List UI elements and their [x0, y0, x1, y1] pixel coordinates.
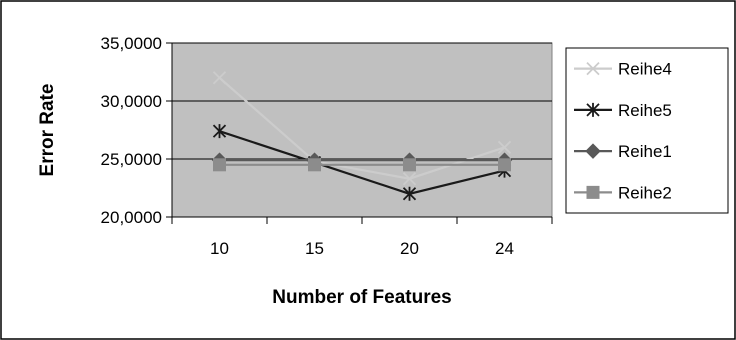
- y-tick-label: 25,0000: [101, 150, 162, 169]
- data-point: [403, 158, 416, 172]
- axes: 20,0000 25,0000 30,0000 35,0000 10 15 20 24: [101, 34, 553, 258]
- data-point: [212, 124, 227, 139]
- legend-label: Reihe1: [618, 142, 672, 161]
- legend-label: Reihe5: [618, 101, 672, 120]
- y-axis-title: Error Rate: [37, 84, 58, 177]
- legend-item: Reihe4: [574, 60, 672, 79]
- x-tick-label: 24: [495, 239, 514, 258]
- legend-marker: [586, 61, 600, 76]
- data-point: [402, 172, 417, 186]
- series-line: [219, 130, 505, 195]
- data-point: [497, 140, 512, 155]
- data-point: [402, 186, 417, 201]
- data-point: [213, 158, 226, 172]
- x-tick-label: 15: [305, 239, 324, 258]
- legend-label: Reihe4: [618, 60, 672, 79]
- legend-marker: [586, 102, 600, 117]
- x-tick-label: 20: [400, 239, 419, 258]
- data-point: [212, 71, 227, 85]
- y-tick-label: 30,0000: [101, 92, 162, 111]
- series-reihe2: [213, 158, 511, 172]
- gridlines: [172, 42, 552, 160]
- legend-marker: [585, 143, 601, 159]
- legend: Reihe4 Reihe5 Reihe1 Reihe2: [565, 47, 729, 214]
- legend-item: Reihe1: [574, 142, 672, 161]
- legend-item: Reihe5: [574, 101, 672, 120]
- data-point: [308, 158, 321, 172]
- legend-box: [565, 47, 729, 214]
- x-axis-title: Number of Features: [272, 287, 451, 308]
- y-tick-label: 20,0000: [101, 208, 162, 227]
- data-point: [498, 158, 511, 172]
- series-layer: [211, 71, 513, 201]
- legend-item: Reihe2: [574, 183, 672, 202]
- x-tick-label: 10: [210, 239, 229, 258]
- y-tick-label: 35,0000: [101, 34, 162, 53]
- series-line: [218, 76, 505, 180]
- legend-label: Reihe2: [618, 183, 672, 202]
- legend-marker: [586, 185, 600, 199]
- plot-area: [171, 42, 553, 218]
